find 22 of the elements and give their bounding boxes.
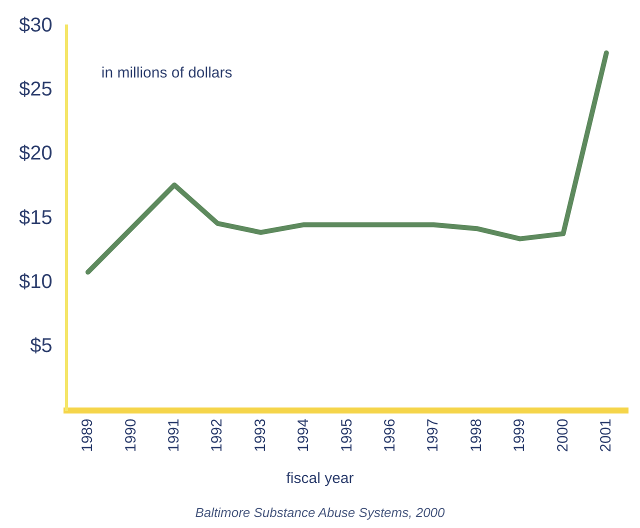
x-tick-label: 1992 — [208, 418, 226, 452]
x-tick-label: 1990 — [122, 418, 140, 452]
x-tick-label: 1991 — [166, 418, 183, 452]
y-tick-label: $15 — [18, 206, 52, 229]
x-tick-label: 1999 — [511, 418, 528, 452]
x-tick-label: 1994 — [295, 418, 312, 452]
y-tick-label: $20 — [18, 142, 52, 165]
x-tick-label: 1998 — [468, 418, 485, 452]
x-tick-label: 1997 — [424, 418, 442, 452]
y-tick-label: $25 — [18, 78, 52, 101]
y-tick-label: $30 — [18, 14, 52, 37]
y-tick-label: $5 — [30, 335, 52, 358]
x-tick-label: 1995 — [338, 418, 356, 452]
y-axis-title: in millions of dollars — [101, 64, 232, 82]
x-tick-label: 1989 — [79, 418, 96, 452]
x-tick-label: 1993 — [252, 418, 269, 452]
x-tick-label: 1996 — [382, 418, 399, 452]
text: Baltimore Substance Abuse Systems, 2000 — [194, 505, 446, 520]
x-tick-label: 2001 — [598, 418, 615, 452]
x-axis-title: fiscal year — [285, 470, 355, 487]
y-tick-label: $10 — [18, 270, 52, 293]
x-tick-label: 2000 — [554, 418, 572, 452]
